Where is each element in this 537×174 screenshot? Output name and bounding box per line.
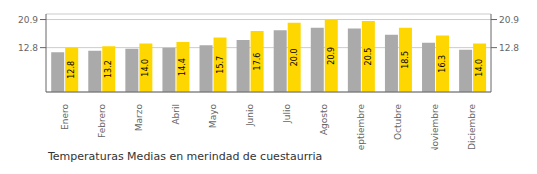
svg-text:12.8: 12.8 — [18, 43, 38, 53]
svg-text:14.0: 14.0 — [475, 59, 484, 77]
svg-text:20.5: 20.5 — [364, 48, 373, 66]
svg-text:Mayo: Mayo — [208, 104, 218, 129]
svg-text:14.4: 14.4 — [178, 58, 187, 76]
svg-text:12.8: 12.8 — [499, 43, 519, 53]
svg-text:20.0: 20.0 — [290, 48, 299, 66]
html-text:Temperaturas Medias en merinda: Temperaturas Medias en merindad de cuest… — [48, 150, 323, 163]
svg-text:20.9: 20.9 — [327, 47, 336, 65]
svg-text:12.8: 12.8 — [67, 61, 76, 79]
svg-text:Noviembre: Noviembre — [430, 104, 440, 150]
svg-text:Febrero: Febrero — [97, 104, 107, 138]
svg-text:20.9: 20.9 — [18, 15, 38, 25]
svg-text:14.0: 14.0 — [141, 59, 150, 77]
svg-text:Diciembre: Diciembre — [467, 104, 477, 150]
svg-text:13.2: 13.2 — [104, 60, 113, 78]
svg-text:16.3: 16.3 — [438, 55, 447, 73]
svg-text:Enero: Enero — [60, 104, 70, 130]
svg-text:Agosto: Agosto — [319, 104, 329, 136]
svg-text:20.9: 20.9 — [499, 15, 519, 25]
svg-text:18.5: 18.5 — [401, 51, 410, 69]
svg-text:Septiembre: Septiembre — [356, 104, 366, 150]
svg-text:17.6: 17.6 — [253, 53, 262, 71]
svg-text:Julio: Julio — [282, 104, 292, 124]
svg-text:Abril: Abril — [171, 104, 181, 125]
svg-text:Octubre: Octubre — [393, 104, 403, 140]
svg-text:15.7: 15.7 — [216, 56, 225, 74]
svg-text:Marzo: Marzo — [134, 104, 144, 132]
svg-text:Junio: Junio — [245, 104, 255, 128]
